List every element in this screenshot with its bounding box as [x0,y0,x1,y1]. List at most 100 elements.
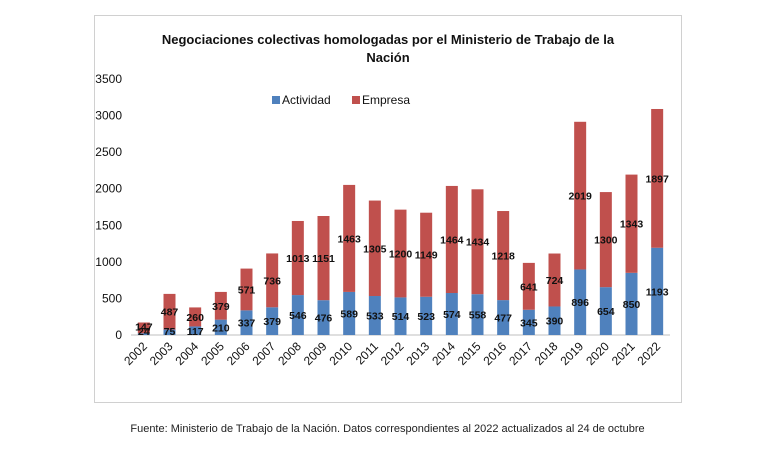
chart: Negociaciones colectivas homologadas por… [95,32,670,368]
bar-actividad [497,300,510,335]
bar-empresa [368,200,381,297]
data-label-empresa: 571 [238,284,256,296]
y-tick-label: 1500 [95,218,122,232]
x-tick-label: 2019 [558,339,587,368]
bar-empresa [137,322,150,334]
bar-actividad [291,295,304,335]
bar-actividad [522,309,535,335]
data-label-actividad: 533 [366,311,384,323]
bar-empresa [240,268,253,311]
bar-empresa [394,209,407,298]
x-tick-label: 2017 [506,339,535,368]
x-tick-label: 2022 [635,339,664,368]
bar-actividad [574,269,587,335]
x-tick-label: 2010 [327,339,356,368]
x-tick-label: 2003 [147,339,176,368]
data-label-actividad: 476 [315,313,333,325]
data-label-actividad: 210 [212,322,230,334]
bar-actividad [651,247,664,335]
bar-empresa [420,212,433,297]
x-tick-label: 2008 [275,339,304,368]
data-label-empresa: 1434 [466,237,490,249]
bar-actividad [240,310,253,335]
bar-actividad [189,326,202,335]
data-label-actividad: 558 [469,310,487,322]
data-label-actividad: 523 [417,311,435,323]
x-tick-label: 2016 [481,339,510,368]
bar-empresa [625,174,638,273]
bars [137,108,664,335]
data-label-actividad: 514 [392,311,410,323]
y-tick-label: 3500 [95,72,122,86]
bar-empresa [497,211,510,301]
bar-empresa [163,293,176,330]
x-tick-label: 2013 [404,339,433,368]
bar-empresa [214,291,227,320]
chart-title-line2: Nación [366,50,409,65]
y-tick-label: 3000 [95,109,122,123]
bar-actividad [599,287,612,335]
bar-actividad [343,291,356,335]
bar-empresa [317,215,330,301]
bar-actividad [266,307,279,335]
y-tick-label: 1000 [95,255,122,269]
data-label-actividad: 337 [238,318,256,330]
bar-actividad [368,296,381,335]
data-label-empresa: 1013 [286,253,310,265]
x-tick-label: 2011 [353,339,381,367]
bar-actividad [625,272,638,335]
bar-empresa [291,220,304,296]
data-label-actividad: 589 [340,308,358,320]
data-label-actividad: 75 [164,326,176,338]
data-label-empresa: 379 [212,301,230,313]
data-label-empresa: 1897 [645,173,669,185]
bar-empresa [522,262,535,310]
data-label-actividad: 654 [597,306,615,318]
data-label-actividad: 1193 [646,286,669,298]
x-tick-label: 2012 [378,339,407,368]
bar-actividad [548,306,561,335]
bar-actividad [445,293,458,335]
data-label-empresa: 1305 [363,243,387,255]
data-label-empresa: 487 [161,307,179,319]
bar-empresa [445,185,458,294]
bar-actividad [317,300,330,335]
bar-actividad [471,294,484,335]
data-label-empresa: 1464 [440,234,464,246]
x-tick-label: 2009 [301,339,330,368]
x-tick-label: 2005 [198,339,227,368]
data-label-empresa: 641 [520,281,538,293]
x-tick-label: 2004 [173,339,202,368]
data-label-actividad: 24 [138,326,150,338]
bar-empresa [471,189,484,295]
bar-actividad [163,329,176,335]
data-label-empresa: 260 [186,312,204,324]
data-label-actividad: 477 [494,313,512,325]
data-label-actividad: 546 [289,310,307,322]
data-label-empresa: 147 [135,321,153,333]
bar-actividad [420,296,433,335]
data-label-empresa: 736 [263,275,281,287]
data-label-actividad: 379 [263,316,281,328]
bar-actividad [137,333,150,335]
data-label-empresa: 1300 [594,235,618,247]
legend-label-empresa: Empresa [362,93,410,107]
data-label-empresa: 724 [546,275,564,287]
x-tick-label: 2002 [121,339,150,368]
bar-empresa [599,192,612,288]
y-tick-label: 2000 [95,182,122,196]
chart-title-line1: Negociaciones colectivas homologadas por… [162,32,615,47]
source-note: Fuente: Ministerio de Trabajo de la Naci… [130,423,645,435]
bar-empresa [266,253,279,308]
data-label-empresa: 1200 [389,249,413,261]
x-axis: 2002200320042005200620072008200920102011… [121,339,663,368]
legend-label-actividad: Actividad [282,93,331,107]
x-tick-label: 2015 [455,339,484,368]
data-label-actividad: 574 [443,309,461,321]
bar-actividad [214,319,227,335]
x-tick-label: 2018 [532,339,561,368]
bar-actividad [394,297,407,335]
legend: Actividad Empresa [272,93,410,107]
bar-empresa [189,307,202,327]
